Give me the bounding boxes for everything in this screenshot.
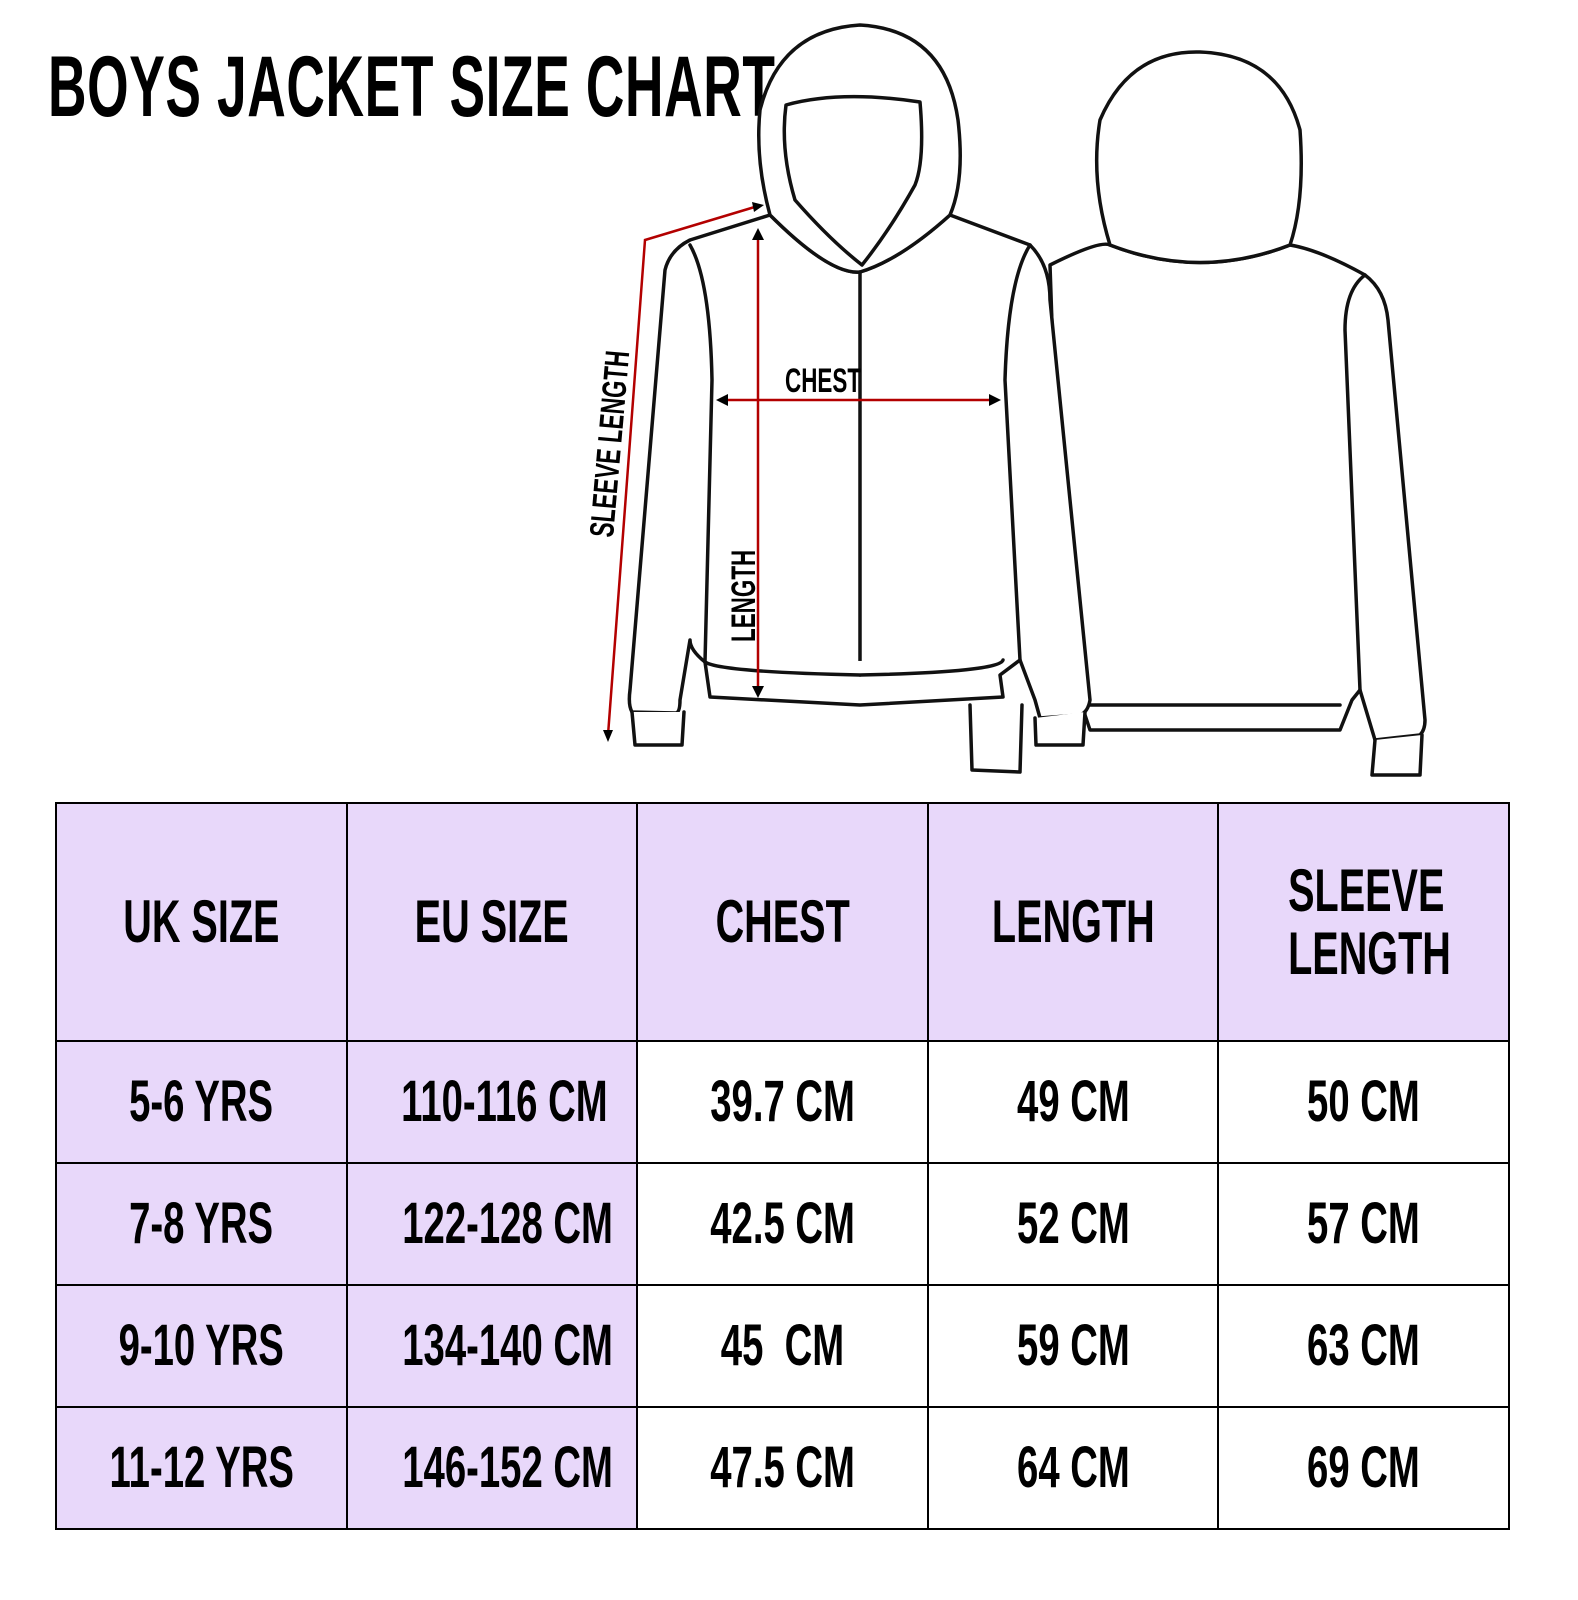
uk-size-cell: 11-12 YRS (55, 1405, 348, 1531)
length-cell: 64 CM (926, 1405, 1220, 1531)
table-row: 5-6 YRS 110-116 CM 39.7 CM 49 CM 50 CM (55, 1039, 1510, 1164)
header-eu-size: EU SIZE (345, 802, 639, 1042)
back-hoodie-illustration (1048, 50, 1427, 777)
sleeve-length-cell: 63 CM (1217, 1283, 1510, 1408)
size-table: UK SIZE EU SIZE CHEST LENGTH SLEEVE LENG… (55, 802, 1510, 1531)
eu-size-cell: 122-128 CM (345, 1161, 639, 1286)
sleeve-length-label: SLEEVE LENGTH (584, 349, 638, 539)
chest-cell: 47.5 CM (636, 1405, 929, 1531)
chest-label: CHEST (785, 362, 861, 400)
uk-size-cell: 5-6 YRS (55, 1039, 348, 1164)
header-sleeve-length: SLEEVE LENGTH (1217, 802, 1510, 1042)
front-hoodie-illustration (627, 23, 1092, 774)
header-length: LENGTH (926, 802, 1220, 1042)
length-label: LENGTH (725, 550, 763, 642)
length-cell: 49 CM (926, 1039, 1220, 1164)
eu-size-cell: 146-152 CM (345, 1405, 639, 1531)
chest-cell: 39.7 CM (636, 1039, 929, 1164)
table-header-row: UK SIZE EU SIZE CHEST LENGTH SLEEVE LENG… (55, 802, 1510, 1042)
sleeve-length-cell: 69 CM (1217, 1405, 1510, 1531)
sleeve-length-cell: 57 CM (1217, 1161, 1510, 1286)
sleeve-length-cell: 50 CM (1217, 1039, 1510, 1164)
chest-cell: 42.5 CM (636, 1161, 929, 1286)
eu-size-cell: 110-116 CM (345, 1039, 639, 1164)
sleeve-length-arrow (606, 204, 759, 736)
header-chest: CHEST (636, 802, 929, 1042)
table-row: 11-12 YRS 146-152 CM 47.5 CM 64 CM 69 CM (55, 1405, 1510, 1531)
chest-cell: 45 CM (636, 1283, 929, 1408)
uk-size-cell: 9-10 YRS (55, 1283, 348, 1408)
table-row: 7-8 YRS 122-128 CM 42.5 CM 52 CM 57 CM (55, 1161, 1510, 1286)
length-cell: 52 CM (926, 1161, 1220, 1286)
table-row: 9-10 YRS 134-140 CM 45 CM 59 CM 63 CM (55, 1283, 1510, 1408)
header-uk-size: UK SIZE (55, 802, 348, 1042)
hoodie-diagram: CHEST LENGTH SLEEVE LENGTH (584, 23, 1427, 777)
eu-size-cell: 134-140 CM (345, 1283, 639, 1408)
uk-size-cell: 7-8 YRS (55, 1161, 348, 1286)
length-cell: 59 CM (926, 1283, 1220, 1408)
page-title: BOYS JACKET SIZE CHART (48, 39, 776, 135)
